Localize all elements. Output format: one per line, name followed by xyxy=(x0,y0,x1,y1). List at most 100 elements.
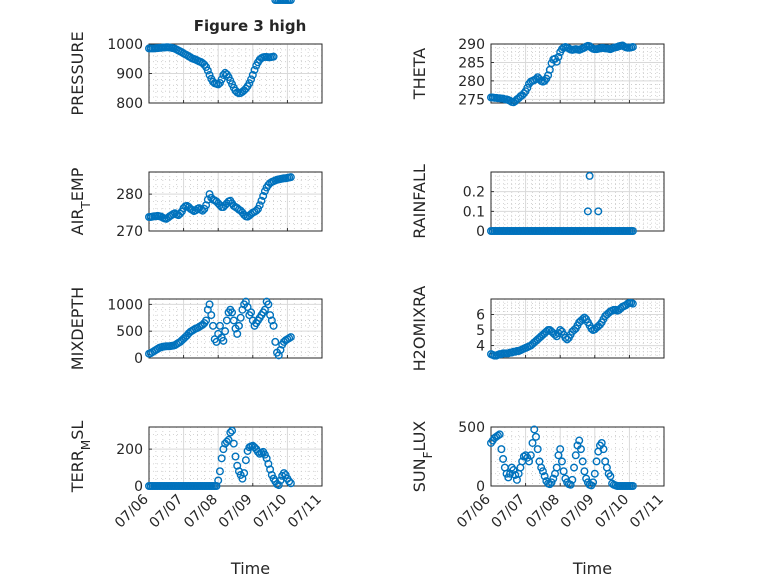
data-point xyxy=(628,226,637,235)
data-point xyxy=(592,457,601,466)
data-point xyxy=(523,83,532,92)
y-tick-label: 280 xyxy=(116,187,143,203)
data-point xyxy=(547,478,556,487)
data-point xyxy=(219,336,228,345)
data-point xyxy=(585,171,594,180)
axes-frame xyxy=(490,426,665,487)
data-point xyxy=(549,474,558,483)
data-point xyxy=(519,89,528,98)
y-tick-label: 6 xyxy=(476,308,485,324)
data-point xyxy=(526,451,535,460)
data-point xyxy=(568,475,577,484)
subplot-h2omixra: 456 H2OMIXRA xyxy=(410,286,665,372)
data-point xyxy=(504,473,513,482)
axes-frame xyxy=(490,43,665,104)
data-point xyxy=(571,451,580,460)
data-point xyxy=(205,190,214,199)
y-tick-label: 500 xyxy=(458,420,485,436)
axes-background xyxy=(148,426,323,487)
data-point xyxy=(248,70,257,79)
data-point xyxy=(497,445,506,454)
axes-frame xyxy=(148,171,323,232)
data-point xyxy=(233,329,242,338)
data-point xyxy=(276,345,285,354)
data-point xyxy=(628,299,637,308)
data-point xyxy=(606,472,615,481)
data-point xyxy=(533,445,542,454)
data-point xyxy=(493,431,502,440)
subplot-pressure: 800 900 1000 PRESSURE xyxy=(68,0,323,116)
y-axis-label: MIXDEPTH xyxy=(68,287,87,370)
data-point xyxy=(260,187,269,196)
data-point xyxy=(250,65,259,74)
y-tick-label: 5 xyxy=(476,323,485,339)
data-point xyxy=(266,311,275,320)
y-tick-label: 290 xyxy=(458,37,485,53)
axes-background xyxy=(490,171,665,232)
data-point xyxy=(582,474,591,483)
data-point xyxy=(231,452,240,461)
y-tick-label: 1000 xyxy=(107,297,143,313)
data-point xyxy=(274,481,283,490)
data-point xyxy=(545,480,554,489)
data-point xyxy=(200,204,209,213)
data-point xyxy=(228,308,237,317)
y-axis-label: PRESSURE xyxy=(68,31,87,115)
y-axis-label: AIRTEMP xyxy=(68,167,93,235)
x-axis-label: Time xyxy=(230,559,270,578)
data-point xyxy=(538,467,547,476)
data-point xyxy=(259,191,268,200)
y-tick-label: 0 xyxy=(134,479,143,495)
data-point xyxy=(205,300,214,309)
y-tick-label: 0.2 xyxy=(463,185,485,201)
data-point xyxy=(599,445,608,454)
subplot-theta: 275 280 285 290 THETA xyxy=(410,37,665,108)
data-point xyxy=(495,430,504,439)
data-point xyxy=(559,467,568,476)
data-point xyxy=(528,438,537,447)
data-point xyxy=(176,209,185,218)
data-point xyxy=(203,66,212,75)
data-point xyxy=(221,327,230,336)
data-point xyxy=(286,479,295,488)
y-tick-label: 900 xyxy=(116,67,143,83)
data-point xyxy=(269,52,278,61)
data-point xyxy=(286,0,295,4)
data-point xyxy=(198,206,207,215)
data-point xyxy=(531,75,540,84)
data-point xyxy=(531,432,540,441)
data-point xyxy=(247,308,256,317)
y-axis-label: H2OMIXRA xyxy=(410,286,429,372)
data-point xyxy=(253,204,262,213)
data-point xyxy=(222,437,231,446)
data-point xyxy=(217,454,226,463)
data-point xyxy=(252,206,261,215)
data-point xyxy=(236,313,245,322)
data-point xyxy=(269,321,278,330)
data-point xyxy=(583,207,592,216)
y-tick-label: 270 xyxy=(116,224,143,240)
data-point xyxy=(276,476,285,485)
data-point xyxy=(274,351,283,360)
data-point xyxy=(267,470,276,479)
data-point xyxy=(537,463,546,472)
y-tick-label: 4 xyxy=(476,339,485,355)
data-point xyxy=(540,472,549,481)
y-tick-label: 285 xyxy=(458,55,485,71)
y-tick-label: 0 xyxy=(476,224,485,240)
data-point xyxy=(570,463,579,472)
data-point xyxy=(530,425,539,434)
data-point xyxy=(589,478,598,487)
y-tick-label: 500 xyxy=(116,324,143,340)
data-point xyxy=(241,297,250,306)
data-point xyxy=(228,426,237,435)
data-point xyxy=(502,469,511,478)
y-axis-label: RAINFALL xyxy=(410,164,429,239)
data-point xyxy=(214,476,223,485)
y-tick-label: 0 xyxy=(134,351,143,367)
axes-frame xyxy=(490,298,665,359)
data-point xyxy=(247,75,256,84)
y-tick-label: 280 xyxy=(458,74,485,90)
data-point xyxy=(576,445,585,454)
axes-background xyxy=(148,298,323,359)
